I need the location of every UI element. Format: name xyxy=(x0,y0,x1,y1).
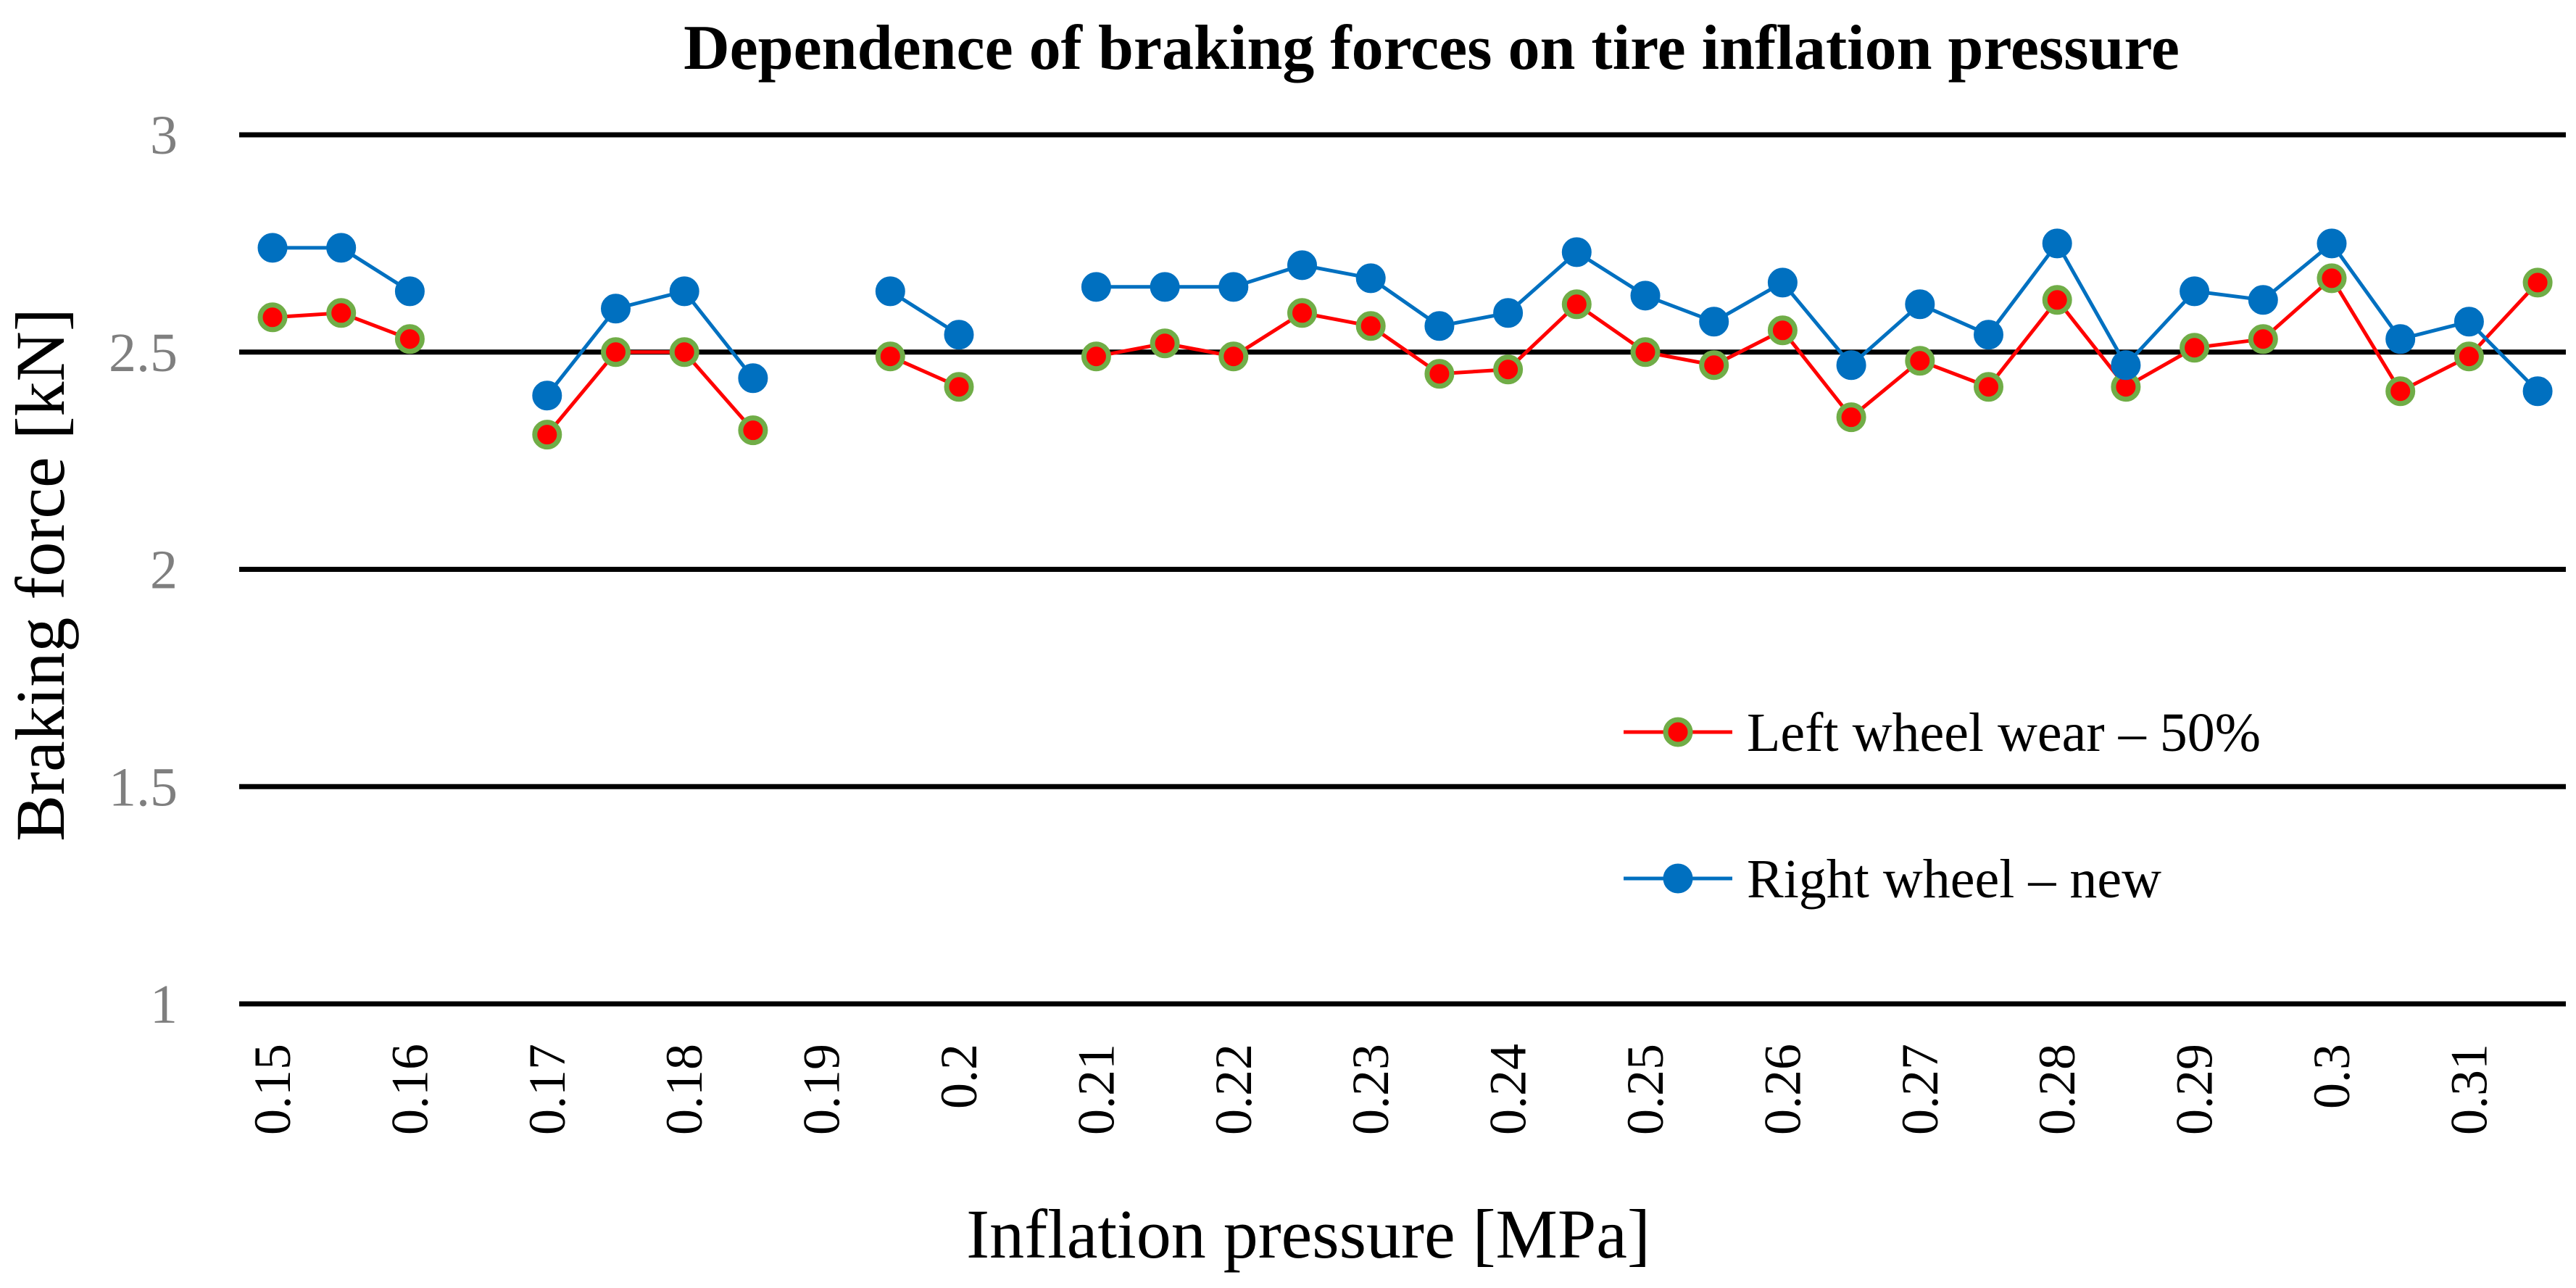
y-tick-label: 2 xyxy=(150,540,178,601)
x-axis-label: Inflation pressure [MPa] xyxy=(966,1195,1650,1273)
y-tick-label: 2.5 xyxy=(109,323,178,383)
grid xyxy=(239,132,2566,1007)
data-point xyxy=(2317,263,2347,294)
legend-marker xyxy=(1663,717,1693,747)
y-tick-labels: 1 1.5 2 2.5 3 xyxy=(109,105,178,1035)
data-point xyxy=(1974,320,2003,350)
x-tick-label: 0.2 xyxy=(930,1044,988,1109)
legend-marker xyxy=(1663,863,1693,894)
data-point xyxy=(2042,228,2072,259)
y-tick-label: 1.5 xyxy=(109,757,178,818)
data-point xyxy=(1905,346,1935,376)
data-point xyxy=(1836,402,1866,433)
data-point xyxy=(1355,263,1386,294)
data-point xyxy=(257,233,288,263)
x-tick-label: 0.25 xyxy=(1616,1044,1674,1135)
data-point xyxy=(1767,267,1798,298)
data-point xyxy=(669,276,699,307)
data-point xyxy=(2180,276,2210,307)
data-point xyxy=(1081,272,1111,302)
data-point xyxy=(2454,307,2484,337)
x-tick-label: 0.27 xyxy=(1891,1044,1949,1135)
data-point xyxy=(532,420,562,450)
data-point xyxy=(875,341,905,372)
x-tick-label: 0.17 xyxy=(518,1044,576,1135)
data-point xyxy=(2385,376,2416,407)
legend-label: Right wheel – new xyxy=(1747,849,2161,910)
x-tick-label: 0.16 xyxy=(381,1044,439,1135)
data-point xyxy=(1905,289,1935,320)
data-point xyxy=(2248,285,2278,315)
data-point xyxy=(1699,307,1729,337)
data-point xyxy=(2180,333,2210,363)
data-point xyxy=(532,381,562,411)
data-point xyxy=(2111,350,2141,381)
data-point xyxy=(1767,315,1798,346)
data-point xyxy=(1561,237,1592,267)
x-tick-label: 0.18 xyxy=(655,1044,713,1135)
series-left-wheel xyxy=(257,263,2553,450)
x-tick-label: 0.21 xyxy=(1067,1044,1125,1135)
x-tick-label: 0.3 xyxy=(2303,1044,2361,1109)
series-right-wheel xyxy=(257,228,2553,411)
x-tick-label: 0.24 xyxy=(1479,1044,1537,1135)
data-point xyxy=(1218,341,1249,372)
data-point xyxy=(1630,337,1661,367)
data-point xyxy=(1424,359,1455,389)
data-point xyxy=(944,320,974,350)
data-point xyxy=(2385,324,2416,354)
y-tick-label: 3 xyxy=(150,105,178,166)
data-point xyxy=(1493,354,1524,385)
data-point xyxy=(1836,350,1866,381)
x-tick-label: 0.26 xyxy=(1753,1044,1811,1135)
data-point xyxy=(1150,328,1180,359)
y-tick-label: 1 xyxy=(150,974,178,1035)
data-point xyxy=(1355,311,1386,341)
data-point xyxy=(394,324,425,354)
data-point xyxy=(944,372,974,402)
x-tick-label: 0.28 xyxy=(2028,1044,2086,1135)
data-point xyxy=(2522,376,2553,407)
x-tick-labels: 0.15 0.16 0.17 0.18 0.19 0.2 0.21 0.22 0.23 0.24 0… xyxy=(244,1044,2498,1135)
data-point xyxy=(1218,272,1249,302)
x-tick-label: 0.23 xyxy=(1342,1044,1400,1135)
data-point xyxy=(394,276,425,307)
data-point xyxy=(326,233,357,263)
data-point xyxy=(1493,298,1524,328)
data-point xyxy=(601,337,631,367)
data-point xyxy=(326,298,357,328)
data-point xyxy=(1561,289,1592,320)
data-point xyxy=(1699,350,1729,381)
data-point xyxy=(2042,285,2072,315)
data-point xyxy=(257,302,288,333)
legend-label: Left wheel wear – 50% xyxy=(1747,702,2261,763)
x-tick-label: 0.22 xyxy=(1205,1044,1263,1135)
data-point xyxy=(1287,250,1317,281)
data-point xyxy=(1424,311,1455,341)
data-point xyxy=(2248,324,2278,354)
chart-title: Dependence of braking forces on tire inf… xyxy=(684,13,2180,83)
x-tick-label: 0.15 xyxy=(244,1044,302,1135)
y-axis-label: Braking force [kN] xyxy=(1,308,79,842)
data-point xyxy=(669,337,699,367)
data-point xyxy=(1150,272,1180,302)
x-tick-label: 0.19 xyxy=(793,1044,851,1135)
data-point xyxy=(2317,228,2347,259)
x-tick-label: 0.31 xyxy=(2440,1044,2498,1135)
data-point xyxy=(1081,341,1111,372)
data-point xyxy=(1630,281,1661,311)
data-point xyxy=(1974,372,2003,402)
data-point xyxy=(875,276,905,307)
x-tick-label: 0.29 xyxy=(2166,1044,2224,1135)
data-point xyxy=(2522,267,2553,298)
data-point xyxy=(601,294,631,324)
data-point xyxy=(738,415,768,446)
data-point xyxy=(1287,298,1317,328)
data-point xyxy=(738,363,768,394)
legend: Left wheel wear – 50% Right wheel – new xyxy=(1624,702,2261,910)
series-group xyxy=(257,228,2553,450)
data-point xyxy=(2454,341,2484,372)
